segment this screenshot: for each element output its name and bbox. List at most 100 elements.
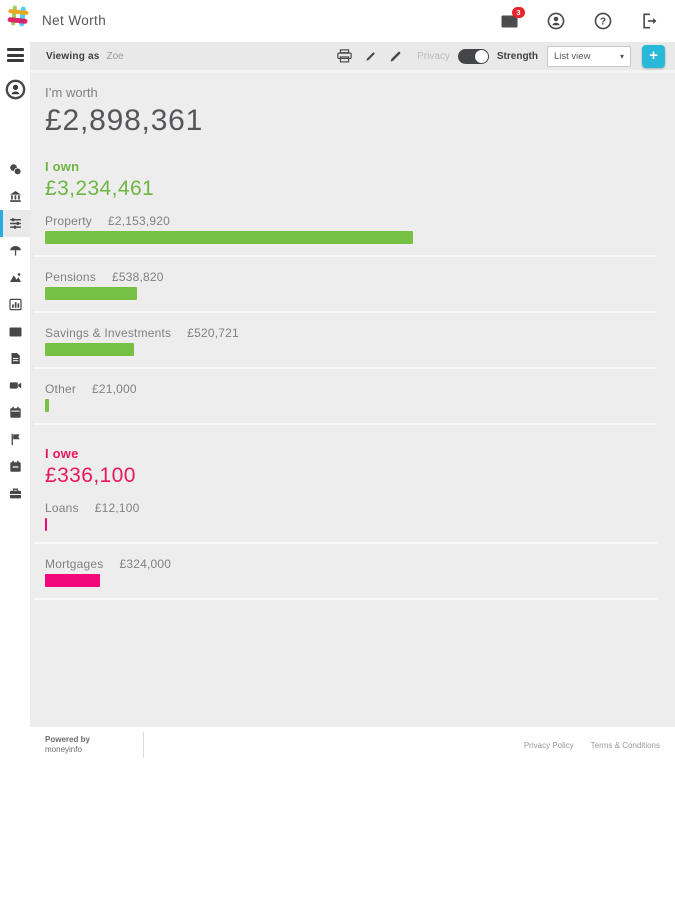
main-area: Viewing as Zoe Privacy Strength List vie… [30, 42, 675, 727]
view-select-value: List view [554, 50, 591, 62]
bar-chart-icon [8, 298, 22, 311]
row-divider [34, 311, 657, 313]
privacy-strength-toggle[interactable] [457, 48, 489, 64]
video-camera-icon [9, 382, 21, 389]
toolbar: Viewing as Zoe Privacy Strength List vie… [30, 42, 675, 73]
chevron-down-icon: ▾ [619, 51, 624, 61]
sliders-icon [9, 218, 21, 229]
app-header: Net Worth 3 ? [0, 0, 675, 42]
viewing-as-value: Zoe [106, 50, 124, 62]
owe-section-total: £336,100 [45, 464, 136, 487]
sidebar-nav [0, 156, 30, 507]
mountain-icon [9, 273, 21, 282]
sidebar-item-portfolio[interactable] [0, 264, 30, 291]
terms-conditions-link[interactable]: Terms & Conditions [590, 740, 660, 750]
row-value: £538,820 [111, 270, 164, 284]
page-title: Net Worth [42, 13, 107, 28]
asset-row-savings-investments[interactable]: Savings & Investments £520,721 [34, 326, 657, 369]
logout-icon [642, 13, 656, 29]
menu-button[interactable] [6, 48, 24, 62]
sidebar [0, 42, 30, 900]
asset-row-property[interactable]: Property £2,153,920 [34, 214, 657, 257]
unread-badge: 3 [512, 7, 525, 18]
net-worth-content: I’m worth £2,898,361 I own £3,234,461 Pr… [30, 73, 675, 727]
row-value: £520,721 [187, 326, 239, 340]
mail-icon [9, 327, 21, 336]
footer-divider [143, 732, 144, 758]
row-divider [34, 367, 657, 369]
bank-icon [9, 191, 21, 202]
printer-icon [337, 49, 352, 63]
privacy-policy-link[interactable]: Privacy Policy [523, 740, 574, 750]
powered-by: Powered by moneyinfo [45, 735, 143, 755]
sidebar-item-accounts[interactable] [0, 156, 30, 183]
powered-by-label: Powered by [45, 735, 90, 744]
bar-loans [45, 518, 48, 531]
assets-section: I own £3,234,461 Property £2,153,920 Pens… [34, 159, 657, 425]
bar-mortgages [45, 574, 101, 587]
row-name: Property [45, 214, 92, 228]
coins-icon [9, 164, 21, 176]
logout-button[interactable] [641, 12, 659, 30]
sidebar-item-protection[interactable] [0, 237, 30, 264]
row-value: £324,000 [119, 557, 172, 571]
row-name: Mortgages [45, 557, 104, 571]
viewing-as-label: Viewing as [46, 50, 100, 62]
sidebar-item-net-worth[interactable] [0, 210, 30, 237]
annotate-button[interactable] [365, 51, 376, 62]
worth-label: I’m worth [45, 85, 98, 100]
question-icon: ? [594, 12, 612, 30]
row-name: Other [45, 382, 77, 396]
sidebar-item-reports[interactable] [0, 291, 30, 318]
liability-row-loans[interactable]: Loans £12,100 [34, 501, 657, 544]
liability-row-mortgages[interactable]: Mortgages £324,000 [34, 557, 657, 600]
edit-button[interactable] [389, 50, 402, 63]
bar-savings-investments [45, 343, 134, 356]
calendar-check-icon [9, 460, 21, 472]
liabilities-section: I owe £336,100 Loans £12,100 Mortgages £32… [34, 446, 657, 600]
sidebar-item-business[interactable] [0, 480, 30, 507]
bar-other [45, 399, 49, 412]
sidebar-item-video[interactable] [0, 372, 30, 399]
row-value: £21,000 [92, 382, 137, 396]
row-value: £2,153,920 [107, 214, 171, 228]
svg-text:?: ? [600, 17, 606, 28]
calendar-icon [9, 406, 21, 418]
print-button[interactable] [337, 49, 352, 63]
row-name: Savings & Investments [45, 326, 172, 340]
person-circle-icon [5, 79, 25, 100]
bar-pensions [45, 287, 137, 300]
strength-label: Strength [496, 50, 538, 62]
sidebar-item-messages[interactable] [0, 318, 30, 345]
briefcase-icon [9, 488, 21, 499]
row-name: Loans [45, 501, 79, 515]
toggle-knob [474, 49, 488, 63]
view-mode-select[interactable]: List view ▾ [547, 45, 631, 67]
sidebar-item-goals[interactable] [0, 426, 30, 453]
row-value: £12,100 [94, 501, 140, 515]
sidebar-item-planner[interactable] [0, 453, 30, 480]
document-icon [11, 353, 20, 364]
sidebar-item-calendar[interactable] [0, 399, 30, 426]
add-button[interactable]: + [642, 44, 665, 68]
row-divider [34, 542, 657, 544]
messages-button[interactable]: 3 [500, 7, 525, 30]
profile-button[interactable] [547, 12, 565, 30]
umbrella-icon [9, 245, 21, 256]
sidebar-item-bank[interactable] [0, 183, 30, 210]
bar-property [45, 231, 413, 244]
worth-value: £2,898,361 [45, 104, 204, 137]
pencil-icon [390, 51, 401, 62]
own-section-total: £3,234,461 [45, 177, 155, 200]
asset-row-pensions[interactable]: Pensions £538,820 [34, 270, 657, 313]
asset-row-other[interactable]: Other £21,000 [34, 382, 657, 425]
own-section-label: I own [45, 159, 80, 174]
sidebar-profile-button[interactable] [5, 79, 26, 105]
brand-name: moneyinfo [45, 745, 82, 754]
flag-icon [11, 433, 20, 446]
row-name: Pensions [45, 270, 96, 284]
help-button[interactable]: ? [594, 12, 612, 30]
row-divider [34, 255, 657, 257]
mail-icon [501, 15, 517, 27]
sidebar-item-documents[interactable] [0, 345, 30, 372]
